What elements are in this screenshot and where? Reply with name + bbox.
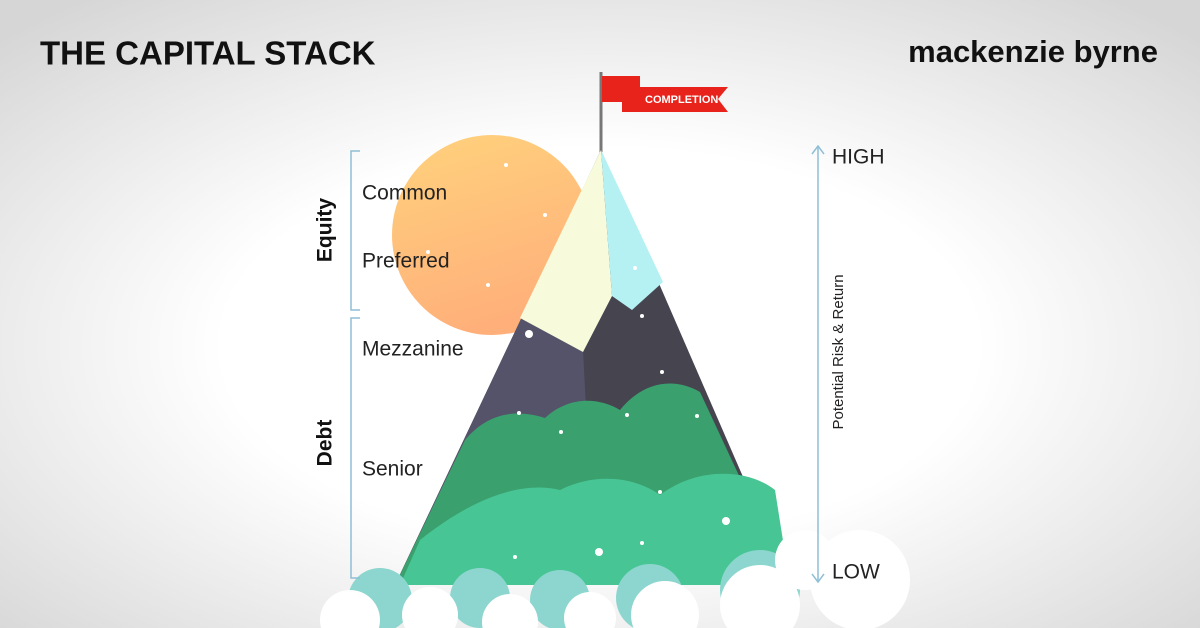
arrow-down [811,573,825,584]
equity-bracket [350,150,360,311]
group-label: Equity [314,198,337,262]
layer-label: Preferred [362,250,450,273]
snowflakes [426,163,730,559]
snow-right [601,150,663,310]
debt-bracket [350,317,360,579]
brackets [350,144,825,584]
layer-label: Mezzanine [362,338,464,361]
scale-label: Potential Risk & Return [830,274,847,429]
scale-high: HIGH [832,146,885,169]
group-label: Debt [314,420,337,467]
flag-ribbon [622,87,728,112]
flag-label: COMPLETION [645,94,718,106]
forest-front [400,473,790,585]
clouds-front [320,530,910,628]
brand: mackenzie byrne [908,34,1158,69]
arrow-up [811,144,825,155]
illustration [320,72,910,628]
scale-low: LOW [832,561,880,584]
layer-label: Senior [362,458,423,481]
title: THE CAPITAL STACK [40,35,376,72]
layer-label: Common [362,182,447,205]
snow-left [520,150,612,352]
